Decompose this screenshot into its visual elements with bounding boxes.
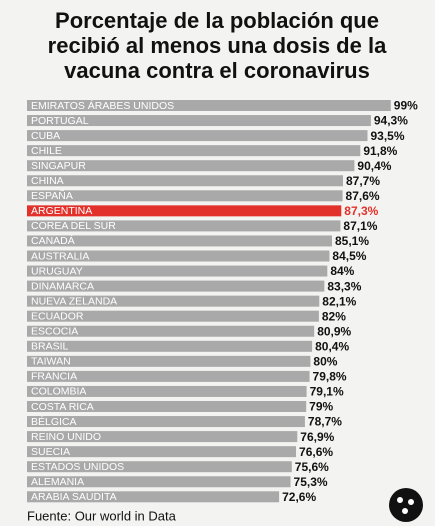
logo-circle [389, 488, 423, 522]
bar [27, 175, 343, 187]
value-label: 79,1% [310, 385, 344, 399]
bar [27, 205, 342, 217]
category-label: PORTUGAL [31, 115, 89, 127]
bar [27, 325, 315, 337]
category-label: BRASIL [31, 341, 69, 353]
bar [27, 446, 297, 458]
category-label: BÉLGICA [31, 415, 77, 428]
value-label: 76,6% [299, 445, 333, 459]
value-label: 84% [330, 264, 354, 278]
bar [27, 461, 292, 473]
bar [27, 355, 311, 367]
value-label: 79,8% [313, 370, 347, 384]
value-label: 80,9% [317, 324, 351, 338]
value-label: 84,5% [332, 249, 366, 263]
category-label: TAIWAN [31, 356, 71, 368]
value-label: 87,3% [344, 204, 378, 218]
logo-dot [397, 497, 403, 503]
value-label: 82,1% [322, 294, 356, 308]
bar [27, 250, 330, 262]
value-label: 85,1% [335, 234, 369, 248]
bar [27, 280, 325, 292]
category-label: CHILE [31, 145, 62, 157]
value-label: 72,6% [282, 490, 316, 504]
value-label: 75,3% [294, 475, 328, 489]
bar [27, 100, 391, 111]
bar [27, 370, 310, 382]
category-label: EMIRATOS ÁRABES UNIDOS [31, 99, 174, 112]
source: Fuente: Our world in Data [27, 508, 177, 523]
category-label: FRANCIA [31, 371, 77, 383]
value-label: 94,3% [374, 114, 408, 128]
category-label: DINAMARCA [31, 280, 94, 292]
chart-title: Porcentaje de la población que [55, 8, 379, 33]
logo-dot [402, 508, 408, 514]
category-label: SUECIA [31, 446, 70, 458]
value-label: 91,8% [363, 144, 397, 158]
category-label: URUGUAY [31, 265, 83, 277]
bar [27, 235, 332, 247]
bar [27, 190, 343, 202]
value-label: 76,9% [300, 430, 334, 444]
value-label: 99% [394, 99, 418, 113]
value-label: 75,6% [295, 460, 329, 474]
category-label: CHINA [31, 175, 64, 187]
category-label: ARGENTINA [31, 205, 92, 217]
chart-title: vacuna contra el coronavirus [64, 58, 370, 83]
value-label: 80% [313, 355, 337, 369]
value-label: 87,6% [346, 189, 380, 203]
value-label: 87,7% [346, 174, 380, 188]
bar [27, 431, 298, 443]
bar [27, 310, 319, 322]
chart-title: recibió al menos una dosis de la [48, 33, 387, 58]
value-label: 93,5% [371, 129, 405, 143]
category-label: ESCOCIA [31, 326, 78, 338]
category-label: ESTADOS UNIDOS [31, 461, 124, 473]
value-label: 82% [322, 309, 346, 323]
category-label: CUBA [31, 130, 60, 142]
value-label: 90,4% [357, 159, 391, 173]
category-label: SINGAPUR [31, 160, 86, 172]
value-label: 80,4% [315, 339, 349, 353]
category-label: ECUADOR [31, 310, 84, 322]
value-label: 79% [309, 400, 333, 414]
value-label: 78,7% [308, 415, 342, 429]
value-label: 83,3% [327, 279, 361, 293]
bar [27, 265, 328, 277]
bar [27, 416, 305, 428]
category-label: COSTA RICA [31, 401, 94, 413]
bar [27, 130, 368, 142]
bar [27, 491, 280, 503]
bar [27, 115, 371, 127]
category-label: AUSTRALIA [31, 250, 89, 262]
category-label: COREA DEL SUR [31, 220, 116, 232]
category-label: ALEMANIA [31, 476, 84, 488]
bar [27, 220, 341, 232]
bar [27, 145, 361, 157]
bar [27, 476, 291, 488]
category-label: ARABIA SAUDITA [31, 491, 117, 503]
logo [389, 488, 423, 522]
bar [27, 340, 313, 352]
bar [27, 401, 307, 412]
category-label: NUEVA ZELANDA [31, 295, 117, 307]
bar [27, 295, 320, 307]
category-label: CANADÁ [31, 234, 75, 247]
category-label: ESPAÑA [31, 189, 73, 202]
category-label: REINO UNIDO [31, 431, 101, 443]
category-label: COLOMBIA [31, 386, 86, 398]
bar [27, 160, 355, 172]
logo-dot [408, 499, 414, 505]
bar [27, 385, 307, 397]
value-label: 87,1% [343, 219, 377, 233]
